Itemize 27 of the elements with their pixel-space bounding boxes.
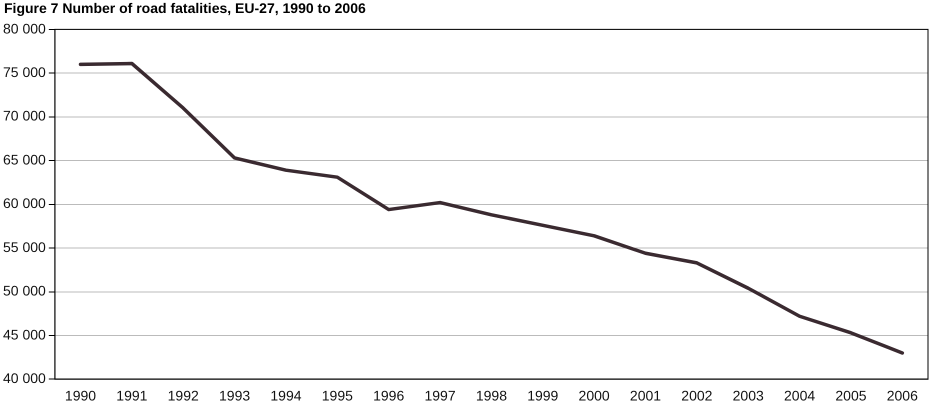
x-tick-label: 1997: [424, 387, 456, 404]
x-tick-label: 2001: [630, 387, 662, 404]
x-tick-label: 1992: [168, 387, 200, 404]
y-tick-label: 80 000: [2, 20, 46, 36]
chart-title: Figure 7 Number of road fatalities, EU-27, 1990 to 2006: [4, 0, 366, 16]
x-tick-label: 1991: [116, 387, 148, 404]
y-tick-label: 50 000: [2, 282, 46, 299]
x-tick-label: 1994: [270, 387, 302, 404]
x-tick-label: 1990: [64, 387, 96, 404]
y-tick-label: 70 000: [2, 108, 46, 124]
y-tick-label: 75 000: [2, 64, 46, 80]
x-tick-label: 1998: [476, 387, 508, 404]
x-tick-label: 2002: [681, 387, 713, 404]
x-tick-label: 2004: [784, 387, 816, 404]
x-tick-label: 2005: [835, 387, 867, 404]
y-tick-label: 60 000: [2, 195, 46, 212]
y-tick-label: 45 000: [2, 326, 46, 342]
x-tick-label: 2006: [886, 387, 918, 404]
x-tick-label: 2000: [578, 387, 610, 404]
x-tick-label: 1995: [322, 387, 354, 404]
x-tick-label: 1999: [527, 387, 559, 404]
y-tick-label: 65 000: [2, 151, 46, 168]
x-tick-label: 2003: [732, 387, 764, 404]
x-tick-label: 1993: [219, 387, 250, 404]
y-tick-label: 55 000: [2, 238, 46, 255]
x-tick-label: 1996: [373, 387, 404, 404]
y-tick-label: 40 000: [2, 370, 46, 386]
